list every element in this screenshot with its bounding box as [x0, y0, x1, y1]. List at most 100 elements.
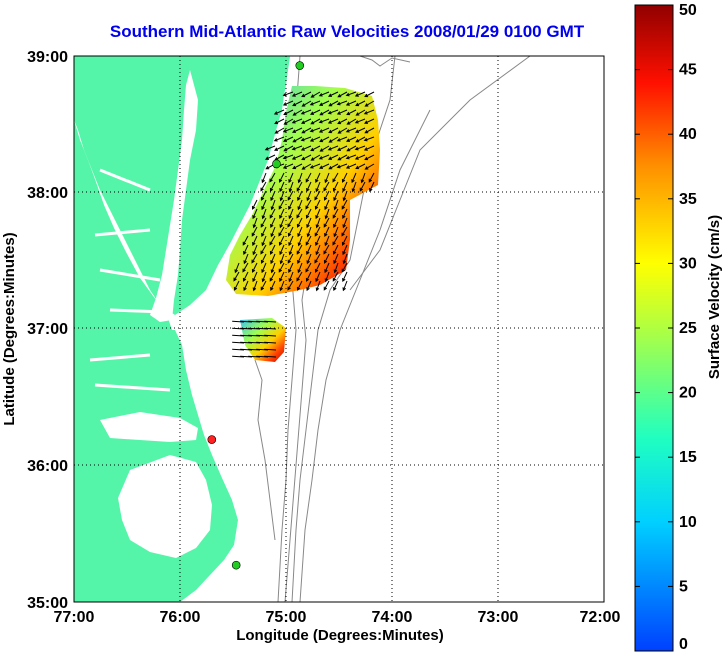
land-chesapeake-west — [74, 120, 172, 330]
velocity-arrow — [315, 280, 321, 292]
velocity-arrow — [260, 253, 267, 264]
pamlico-sound — [118, 455, 212, 558]
velocity-arrow — [283, 145, 294, 152]
velocity-arrow — [278, 262, 285, 273]
velocity-arrow — [282, 100, 294, 106]
velocity-arrow — [279, 217, 285, 229]
velocity-arrow — [264, 341, 277, 344]
velocity-arrow — [346, 136, 357, 142]
velocity-arrow — [336, 136, 348, 142]
velocity-arrow — [364, 127, 375, 134]
velocity-arrow — [264, 355, 277, 358]
velocity-arrow — [261, 199, 267, 211]
velocity-arrow — [305, 199, 312, 210]
velocity-arrow — [270, 253, 276, 265]
velocity-arrow — [296, 280, 303, 291]
velocity-arrow — [279, 280, 285, 292]
colorbar-tick-label: 15 — [679, 449, 697, 466]
velocity-arrow — [301, 91, 312, 98]
velocity-arrow — [314, 190, 321, 201]
velocity-arrow — [342, 280, 348, 292]
velocity-arrow — [324, 208, 330, 220]
colorbar — [634, 4, 674, 652]
velocity-arrow — [328, 163, 339, 170]
velocity-arrow — [364, 91, 375, 98]
velocity-arrow — [319, 100, 330, 106]
velocity-arrow — [341, 262, 348, 273]
velocity-arrow — [279, 181, 285, 193]
velocity-arrow — [323, 244, 330, 255]
velocity-arrow — [296, 271, 303, 282]
velocity-arrow — [315, 244, 321, 256]
velocity-arrow — [283, 109, 294, 116]
station-marker — [207, 435, 217, 444]
velocity-arrow — [273, 136, 285, 142]
velocity-arrow — [345, 154, 357, 160]
velocity-arrow — [252, 271, 258, 283]
velocity-arrow — [342, 217, 348, 229]
velocity-arrow — [287, 226, 294, 237]
velocity-arrow — [269, 271, 276, 282]
velocity-arrow — [269, 244, 276, 255]
colorbar-tick-label: 10 — [679, 514, 697, 531]
velocity-arrow — [315, 181, 321, 193]
colorbar-tick-label: 20 — [679, 385, 697, 402]
velocity-arrow — [333, 280, 339, 292]
y-axis-title: Latitude (Degrees:Minutes) — [1, 232, 18, 425]
velocity-arrow — [314, 199, 321, 210]
velocity-arrow — [306, 280, 312, 292]
velocity-arrow — [324, 262, 330, 274]
velocity-arrow — [252, 235, 258, 247]
velocity-arrow — [260, 190, 267, 201]
velocity-arrow — [278, 235, 285, 246]
velocity-arrow — [355, 109, 366, 116]
velocity-arrow — [291, 145, 303, 151]
velocity-arrow — [346, 145, 357, 152]
velocity-arrow — [332, 271, 339, 282]
velocity-arrow — [233, 280, 240, 291]
velocity-arrow — [283, 136, 294, 142]
velocity-arrow — [341, 172, 348, 183]
velocity-arrow — [288, 181, 294, 193]
velocity-arrow — [297, 199, 303, 211]
colorbar-tick-label: 30 — [679, 255, 697, 272]
colorbar-tick-label: 45 — [679, 62, 697, 79]
velocity-arrow — [332, 181, 339, 192]
plot-frame — [73, 55, 605, 603]
velocity-arrow — [292, 100, 303, 107]
velocity-arrow — [310, 145, 321, 152]
velocity-arrow — [309, 100, 321, 106]
velocity-arrow — [274, 118, 285, 125]
velocity-arrow — [355, 136, 366, 143]
velocity-arrow — [309, 127, 321, 133]
velocity-arrow — [269, 181, 276, 192]
velocity-arrow — [345, 100, 357, 106]
velocity-arrow — [273, 109, 285, 115]
velocity-arrow — [332, 172, 339, 183]
velocity-arrow — [351, 172, 357, 184]
velocity-arrow — [327, 118, 339, 124]
velocity-arrow — [292, 136, 303, 143]
velocity-arrow — [287, 217, 294, 228]
velocity-arrow — [319, 145, 330, 152]
velocity-arrow — [269, 235, 276, 246]
velocity-arrow — [269, 208, 276, 219]
velocity-arrow — [315, 217, 321, 229]
velocity-arrow — [337, 154, 348, 161]
velocity-arrow — [264, 348, 277, 351]
velocity-arrow — [291, 154, 303, 160]
velocity-arrow — [288, 271, 294, 283]
velocity-arrow — [332, 235, 339, 246]
velocity-arrow — [288, 244, 294, 256]
velocity-arrow — [243, 280, 249, 292]
velocity-arrow — [306, 190, 312, 202]
velocity-arrow — [270, 199, 276, 211]
velocity-arrow — [315, 271, 321, 283]
velocity-arrow — [332, 208, 339, 219]
y-tick-label: 36:00 — [27, 458, 68, 475]
velocity-arrow — [306, 226, 312, 238]
velocity-arrow — [251, 226, 258, 237]
velocity-arrow — [296, 217, 303, 228]
velocity-arrow — [346, 109, 357, 116]
